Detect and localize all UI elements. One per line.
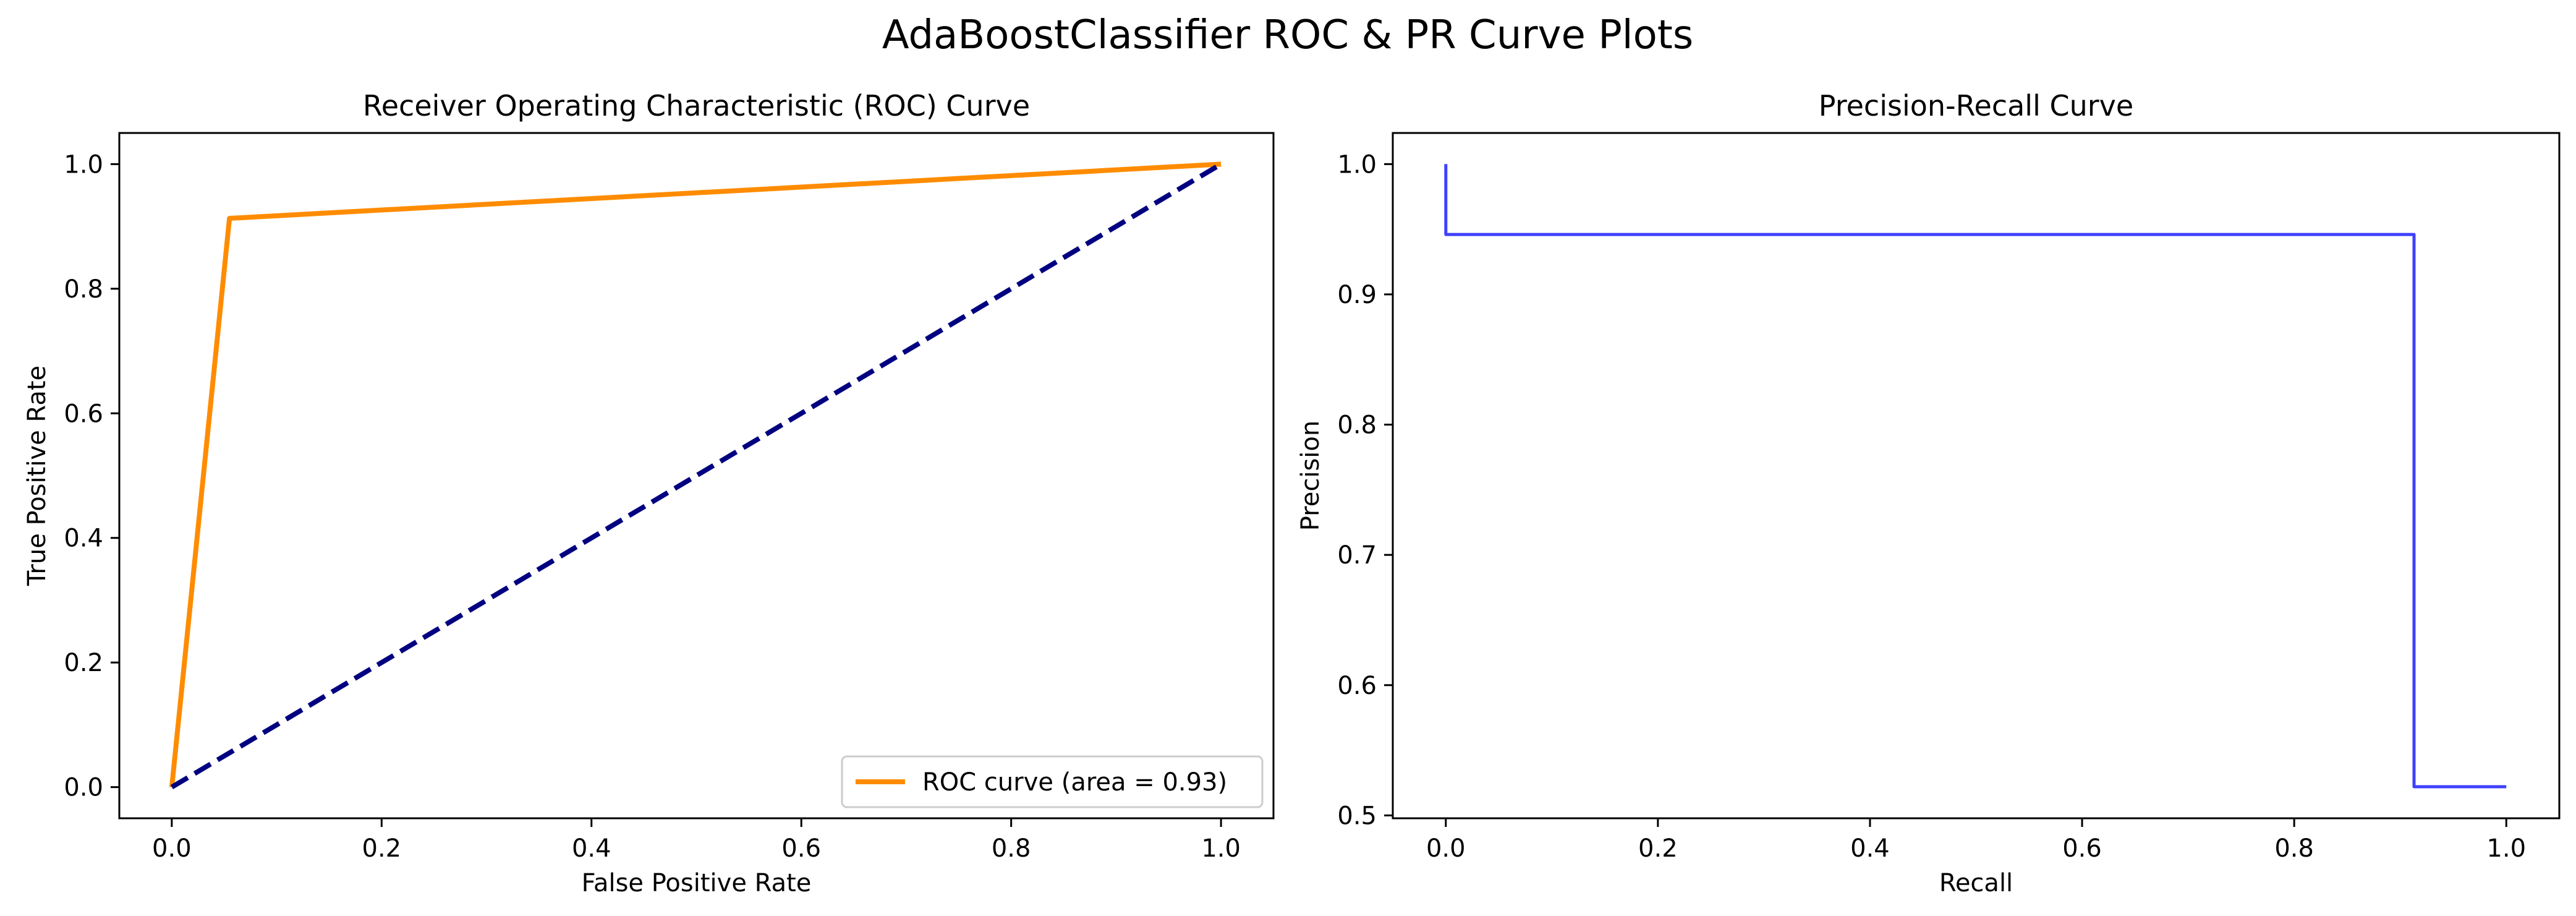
chance-diagonal-line <box>170 161 1223 790</box>
y-tick-label: 0.6 <box>64 400 103 428</box>
legend-box <box>841 755 1264 808</box>
y-tick-label: 0.5 <box>1337 802 1377 830</box>
y-axis-label: True Positive Rate <box>23 366 51 586</box>
x-tick-label: 0.2 <box>1638 834 1678 863</box>
x-tick-label: 0.6 <box>2062 834 2102 863</box>
x-tick-label: 0.4 <box>572 834 611 863</box>
y-axis-label: Precision <box>1296 421 1325 531</box>
y-tick-label: 0.4 <box>64 524 103 553</box>
x-tick-label: 0.2 <box>362 834 402 863</box>
y-tick-label: 0.9 <box>1337 281 1377 309</box>
axes-frame <box>1392 132 2561 820</box>
pr-curve-line <box>1444 164 2507 789</box>
pr-chart: 0.0 0.2 0.4 0.6 0.8 1.0 0.5 0.6 0.7 0.8 0.9 1.0 Prec… <box>1296 89 2561 897</box>
x-axis-label: False Positive Rate <box>582 869 812 897</box>
roc-curve-line <box>169 161 1222 788</box>
chart-title: Receiver Operating Characteristic (ROC) … <box>363 89 1030 122</box>
figure-title: AdaBoostClassifier ROC & PR Curve Plots <box>882 12 1693 58</box>
y-tick-label: 1.0 <box>64 150 103 179</box>
y-tick-label: 0.6 <box>1337 672 1377 700</box>
axes-frame <box>118 132 1275 820</box>
legend: ROC curve (area = 0.93) <box>841 755 1264 808</box>
x-tick-label: 0.4 <box>1850 834 1890 863</box>
roc-chart: 0.0 0.2 0.4 0.6 0.8 1.0 0.0 0.2 0.4 0.6 0.8 1.0 Rece… <box>23 89 1275 897</box>
legend-entry-label: ROC curve (area = 0.93) <box>922 768 1227 797</box>
x-tick-label: 0.8 <box>992 834 1031 863</box>
x-tick-label: 0.0 <box>1426 834 1466 863</box>
chart-title: Precision-Recall Curve <box>1819 89 2133 122</box>
x-tick-label: 1.0 <box>1201 834 1241 863</box>
x-tick-label: 0.8 <box>2274 834 2314 863</box>
y-tick-label: 0.2 <box>64 649 103 677</box>
y-tick-label: 1.0 <box>1337 150 1377 179</box>
x-tick-label: 0.6 <box>781 834 821 863</box>
y-tick-label: 0.8 <box>1337 411 1377 440</box>
x-tick-label: 0.0 <box>152 834 192 863</box>
x-tick-label: 1.0 <box>2486 834 2526 863</box>
y-tick-label: 0.7 <box>1337 541 1377 570</box>
y-tick-label: 0.0 <box>64 774 103 802</box>
x-axis-label: Recall <box>1939 869 2013 897</box>
y-tick-label: 0.8 <box>64 275 103 304</box>
